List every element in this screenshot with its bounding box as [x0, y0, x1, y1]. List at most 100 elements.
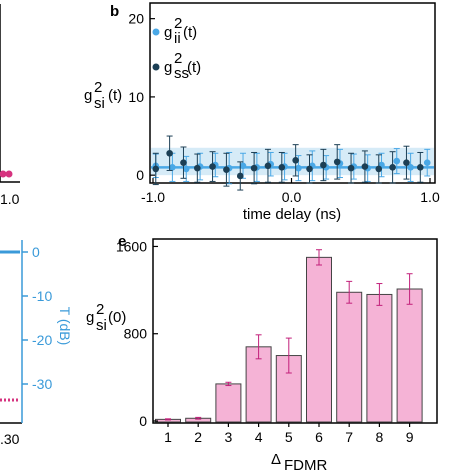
panel-e-ylabel-sup: 2 [96, 301, 104, 318]
point-ss [194, 164, 201, 172]
point-ss [278, 164, 286, 171]
point-ss [361, 163, 369, 170]
panel-b-legend: g 2 ii (t) g 2 ss (t) [152, 15, 201, 82]
right-axis-label: T (dB) [57, 307, 73, 346]
e-xtick-label: 6 [315, 429, 323, 445]
point-ss [417, 164, 424, 171]
left-top-xtick: 1.0 [0, 191, 20, 207]
panel-e-xticks: 1 2 3 4 5 6 7 8 9 [164, 423, 414, 445]
bar [366, 293, 393, 423]
e-xtick-label: 1 [164, 429, 172, 445]
e-ytick-label: 0 [139, 413, 147, 429]
panel-b-yticks: 0 10 20 [128, 11, 155, 183]
right-ytick: -30 [32, 376, 52, 392]
b-ytick-label: 0 [136, 167, 144, 183]
point-ss [180, 159, 187, 166]
panel-b-xticks: -1.0 0.0 1.0 [141, 178, 440, 205]
panel-b-ylabel-sub: si [94, 95, 105, 112]
legend-marker-ss [152, 63, 160, 71]
panel-e-ylabel: g 2 si (0) [86, 301, 126, 334]
panel-e-ylabel-main: g [86, 309, 94, 326]
panel-e-frame [152, 238, 438, 424]
legend-ss-sup: 2 [174, 50, 182, 67]
left-top-panel-fragment: 1.0 [0, 4, 20, 207]
point-ss [264, 162, 272, 170]
legend-ii-main: g [164, 24, 172, 41]
panel-e-xlabel-sub: FDMR [284, 457, 327, 474]
panel-b-ylabel-tail: (t) [108, 87, 122, 104]
panel-b-xlabel: time delay (ns) [243, 206, 341, 223]
e-xtick-label: 5 [285, 429, 293, 445]
point-ss [223, 166, 230, 173]
point-ss [333, 158, 341, 166]
left-bottom-xtick: .30 [0, 431, 20, 447]
e-ytick-label: 1600 [116, 238, 147, 254]
legend-ss-tail: (t) [187, 59, 201, 76]
panel-e-letter: e [118, 233, 126, 250]
panel-b-ylabel: g 2 si (t) [84, 79, 122, 112]
legend-ss-main: g [164, 59, 172, 76]
panel-b-ylabel-main: g [84, 87, 92, 104]
bar [215, 383, 242, 423]
point-ss [306, 165, 313, 173]
e-xtick-label: 2 [194, 429, 202, 445]
panel-e-bars-layer [155, 249, 423, 423]
point-ss [236, 172, 244, 180]
e-xtick-label: 9 [406, 429, 414, 445]
panel-b-ylabel-sup: 2 [94, 79, 102, 96]
point-ss [152, 165, 160, 173]
right-ytick: -10 [32, 288, 52, 304]
panel-b: b 0 10 20 -1.0 0.0 1.0 g 2 si (t) g 2 ii (t)… [84, 2, 440, 223]
panel-b-marks-layer [152, 135, 431, 191]
point-ss [403, 159, 410, 166]
legend-marker-ii [152, 28, 160, 36]
right-ytick: -20 [32, 332, 52, 348]
point-ss [250, 164, 258, 172]
point-ss [347, 164, 355, 172]
bar [245, 346, 272, 423]
legend-ss-sub: ss [174, 65, 189, 82]
point-ii [239, 162, 247, 170]
point-ii [423, 159, 431, 166]
panel-e: e 0 800 1600 1 2 3 4 5 6 7 8 9 g 2 si (0) Δ FDMR [86, 233, 438, 474]
bar [336, 291, 363, 423]
legend-ii-sub: ii [174, 30, 181, 47]
b-xtick-label: -1.0 [141, 189, 165, 205]
b-ytick-label: 10 [128, 89, 144, 105]
e-xtick-label: 4 [255, 429, 263, 445]
b-xtick-label: 0.0 [282, 189, 302, 205]
point-ii [182, 165, 190, 173]
left-bottom-panel-fragment: 0 -10 -20 -30 T (dB) .30 [0, 240, 73, 447]
e-xtick-label: 3 [225, 429, 233, 445]
legend-ii-tail: (t) [183, 24, 197, 41]
panel-e-xlabel-main: Δ [271, 451, 281, 468]
right-ytick: 0 [32, 244, 40, 260]
point-ii [169, 164, 176, 171]
point-ss [320, 161, 327, 169]
point-ii [393, 157, 401, 165]
point-ii [295, 164, 302, 172]
point-ii [407, 164, 414, 171]
panel-b-frame [149, 2, 436, 184]
point-ss [389, 164, 396, 171]
point-ss [166, 149, 173, 157]
b-ytick-label: 20 [128, 11, 144, 27]
b-xtick-label: 1.0 [420, 189, 440, 205]
e-xtick-label: 8 [376, 429, 384, 445]
left-top-pink-dot [5, 170, 13, 178]
panel-e-ylabel-tail: (0) [108, 309, 126, 326]
point-ss [375, 165, 383, 173]
e-xtick-label: 7 [345, 429, 353, 445]
point-ss [292, 157, 299, 164]
point-ss [209, 163, 216, 170]
panel-b-letter: b [110, 3, 119, 20]
bar [306, 256, 332, 423]
e-ytick-label: 800 [124, 326, 148, 342]
panel-e-yticks: 0 800 1600 [116, 238, 158, 429]
left-top-pink-dot [0, 170, 7, 178]
panel-e-xlabel: Δ FDMR [271, 451, 327, 474]
legend-ii-sup: 2 [174, 15, 182, 32]
bar [396, 288, 423, 423]
panel-e-ylabel-sub: si [96, 317, 107, 334]
